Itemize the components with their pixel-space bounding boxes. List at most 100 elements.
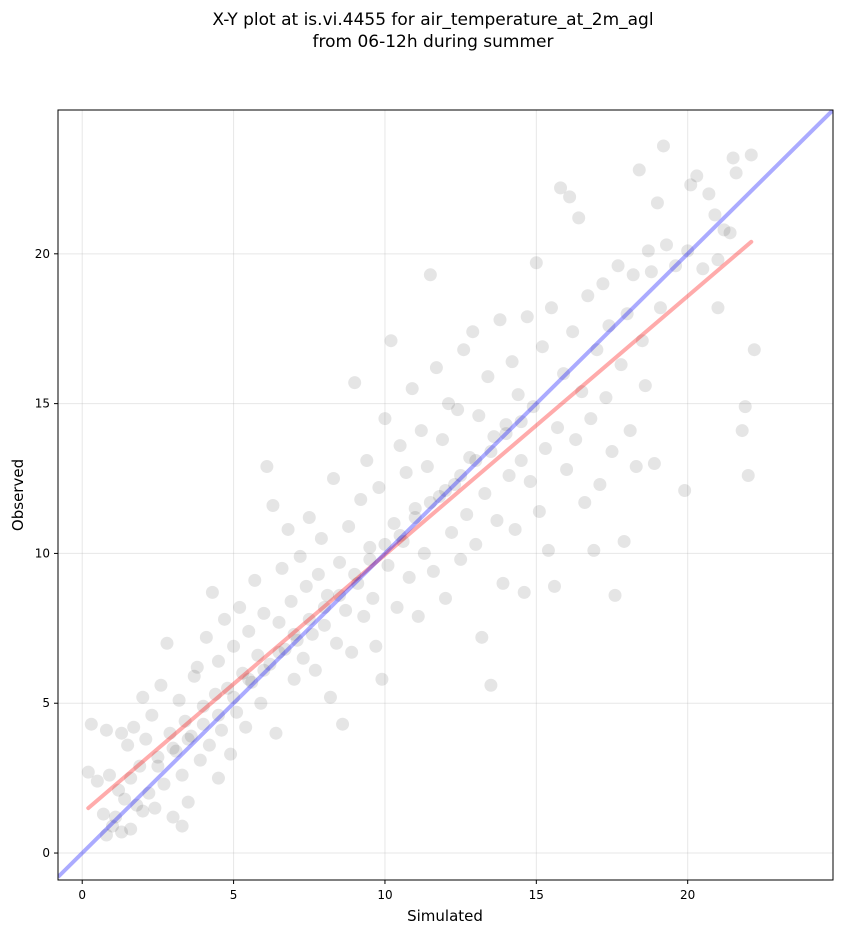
data-point <box>166 741 180 755</box>
data-point <box>378 412 392 426</box>
data-point <box>105 819 119 833</box>
data-point <box>505 355 519 369</box>
data-point <box>463 451 477 465</box>
data-point <box>402 570 416 584</box>
fit-lines <box>58 110 833 879</box>
data-point <box>133 759 147 773</box>
data-point <box>445 525 459 539</box>
data-point <box>393 528 407 542</box>
data-point <box>647 457 661 471</box>
data-point <box>632 163 646 177</box>
data-point <box>711 253 725 267</box>
data-point <box>387 516 401 530</box>
data-point <box>629 460 643 474</box>
data-point <box>339 603 353 617</box>
data-point <box>323 690 337 704</box>
data-point <box>245 675 259 689</box>
data-point <box>81 765 95 779</box>
data-point <box>460 507 474 521</box>
data-point <box>333 588 347 602</box>
data-point <box>354 492 368 506</box>
data-point <box>357 609 371 623</box>
data-point <box>608 588 622 602</box>
data-point <box>411 609 425 623</box>
data-point <box>684 178 698 192</box>
data-point <box>184 729 198 743</box>
y-tick-label: 10 <box>35 546 50 560</box>
data-point <box>399 466 413 480</box>
grid <box>58 110 833 880</box>
data-point <box>448 478 462 492</box>
data-point <box>330 636 344 650</box>
data-point <box>384 334 398 348</box>
data-point <box>611 259 625 273</box>
data-point <box>529 256 543 270</box>
data-point <box>469 454 483 468</box>
data-point <box>90 774 104 788</box>
y-tick-label: 0 <box>42 846 50 860</box>
data-point <box>151 759 165 773</box>
data-point <box>405 382 419 396</box>
data-point <box>272 645 286 659</box>
data-point <box>451 403 465 417</box>
data-point <box>423 268 437 282</box>
data-point <box>227 690 241 704</box>
data-point <box>554 181 568 195</box>
data-point <box>496 576 510 590</box>
data-point <box>426 564 440 578</box>
data-point <box>278 642 292 656</box>
data-point <box>523 475 537 489</box>
data-point <box>717 223 731 237</box>
data-point <box>96 807 110 821</box>
data-point <box>681 244 695 258</box>
data-point <box>136 690 150 704</box>
data-point <box>696 262 710 276</box>
data-point <box>257 663 271 677</box>
data-point <box>390 600 404 614</box>
data-point <box>381 558 395 572</box>
data-point <box>620 307 634 321</box>
data-point <box>202 738 216 752</box>
data-point <box>242 624 256 638</box>
data-point <box>584 412 598 426</box>
data-point <box>484 678 498 692</box>
data-point <box>205 585 219 599</box>
plot-background <box>58 110 833 880</box>
x-tick-label: 5 <box>230 888 238 902</box>
data-point <box>602 319 616 333</box>
data-point <box>741 469 755 483</box>
x-axis-label: Simulated <box>407 907 483 925</box>
data-point <box>317 618 331 632</box>
data-point <box>175 768 189 782</box>
data-point <box>248 573 262 587</box>
data-point <box>239 720 253 734</box>
data-point <box>408 501 422 515</box>
data-point <box>145 708 159 722</box>
data-point <box>124 822 138 836</box>
data-point <box>511 388 525 402</box>
y-tick-label: 5 <box>42 696 50 710</box>
data-point <box>121 738 135 752</box>
data-point <box>617 534 631 548</box>
data-point <box>551 421 565 435</box>
data-point <box>299 579 313 593</box>
axis-ticks: 0 5 10 15 20 0 5 10 15 20 <box>35 247 696 902</box>
data-point <box>587 543 601 557</box>
data-point <box>744 148 758 162</box>
data-point <box>442 397 456 411</box>
data-point <box>148 801 162 815</box>
data-point <box>650 196 664 210</box>
data-point <box>369 639 383 653</box>
data-point <box>181 795 195 809</box>
data-point <box>566 325 580 339</box>
data-point <box>214 723 228 737</box>
data-point <box>469 537 483 551</box>
data-point <box>172 693 186 707</box>
data-point <box>314 531 328 545</box>
data-point <box>115 825 129 839</box>
data-point <box>118 792 132 806</box>
data-point <box>211 771 225 785</box>
data-point <box>457 343 471 357</box>
data-point <box>127 720 141 734</box>
data-point <box>690 169 704 183</box>
